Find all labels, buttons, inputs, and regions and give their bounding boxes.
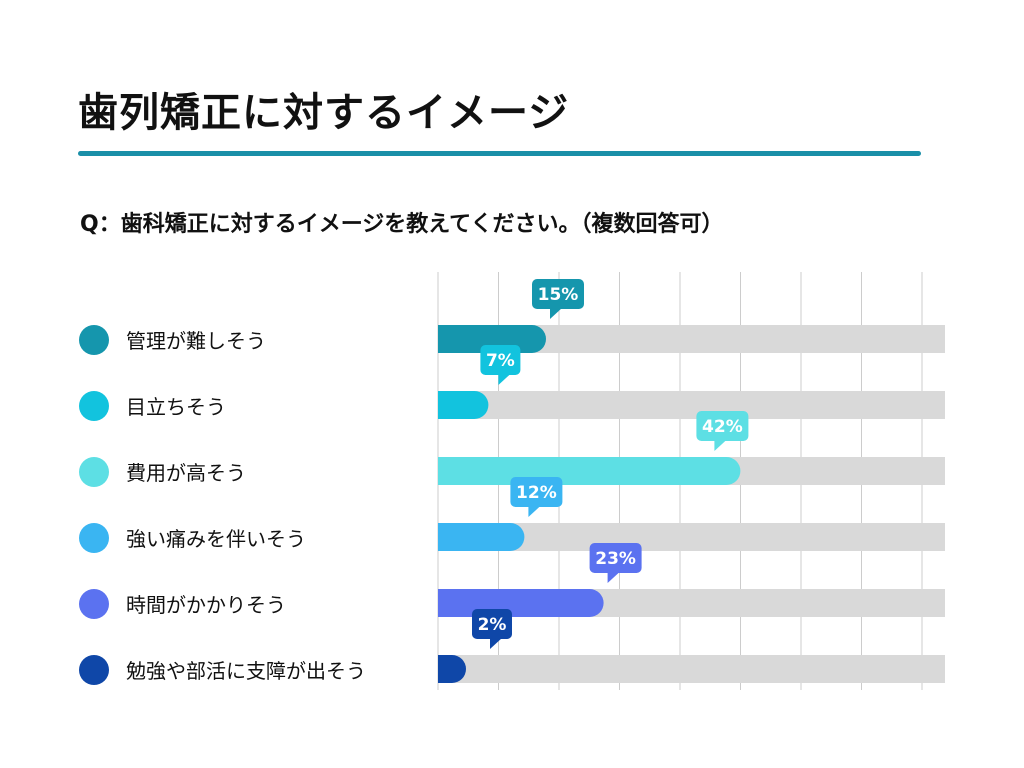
bar-4 [438, 589, 604, 617]
category-label-5: 勉強や部活に支障が出そう [126, 659, 366, 683]
chart-bars: 15% 7% 42% 12% 23% 2% [438, 279, 945, 683]
legend-dot-0 [79, 325, 109, 355]
survey-question: Q：歯科矯正に対するイメージを教えてください。（複数回答可） [80, 212, 724, 237]
value-label-2: 42% [702, 417, 743, 437]
value-callout-4: 23% [589, 543, 642, 583]
bar-1 [438, 391, 489, 419]
value-callout-1: 7% [480, 345, 521, 385]
callout-box-5 [472, 609, 512, 639]
legend-dot-1 [79, 391, 109, 421]
category-label-1: 目立ちそう [126, 395, 226, 419]
chart-legend: 管理が難しそう目立ちそう費用が高そう強い痛みを伴いそう時間がかかりそう勉強や部活… [79, 325, 366, 685]
bar-0 [438, 325, 546, 353]
value-label-0: 15% [538, 285, 579, 305]
category-label-3: 強い痛みを伴いそう [126, 527, 306, 551]
bar-3 [438, 523, 525, 551]
legend-dot-2 [79, 457, 109, 487]
bar-track-1 [438, 391, 945, 419]
legend-dot-3 [79, 523, 109, 553]
legend-dot-5 [79, 655, 109, 685]
legend-dot-4 [79, 589, 109, 619]
callout-pointer-0 [550, 308, 562, 319]
callout-pointer-4 [607, 572, 620, 583]
value-callout-3: 12% [510, 477, 563, 517]
callout-pointer-3 [528, 506, 541, 517]
value-callout-5: 2% [472, 609, 512, 649]
value-label-4: 23% [595, 549, 636, 569]
callout-pointer-5 [490, 638, 502, 649]
callout-box-1 [480, 345, 521, 375]
bar-5 [438, 655, 466, 683]
value-callout-2: 42% [696, 411, 749, 451]
callout-pointer-2 [714, 440, 727, 451]
page-title: 歯列矯正に対するイメージ [78, 90, 570, 136]
callout-box-3 [510, 477, 563, 507]
callout-box-0 [532, 279, 584, 309]
title-divider [78, 151, 921, 156]
value-label-5: 2% [478, 615, 507, 635]
bar-track-5 [438, 655, 945, 683]
callout-box-2 [696, 411, 749, 441]
callout-pointer-1 [498, 374, 511, 385]
value-label-3: 12% [516, 483, 557, 503]
category-label-2: 費用が高そう [126, 461, 246, 485]
category-label-0: 管理が難しそう [126, 329, 266, 353]
value-callout-0: 15% [532, 279, 584, 319]
bar-2 [438, 457, 741, 485]
value-label-1: 7% [486, 351, 515, 371]
callout-box-4 [589, 543, 642, 573]
category-label-4: 時間がかかりそう [126, 593, 286, 617]
